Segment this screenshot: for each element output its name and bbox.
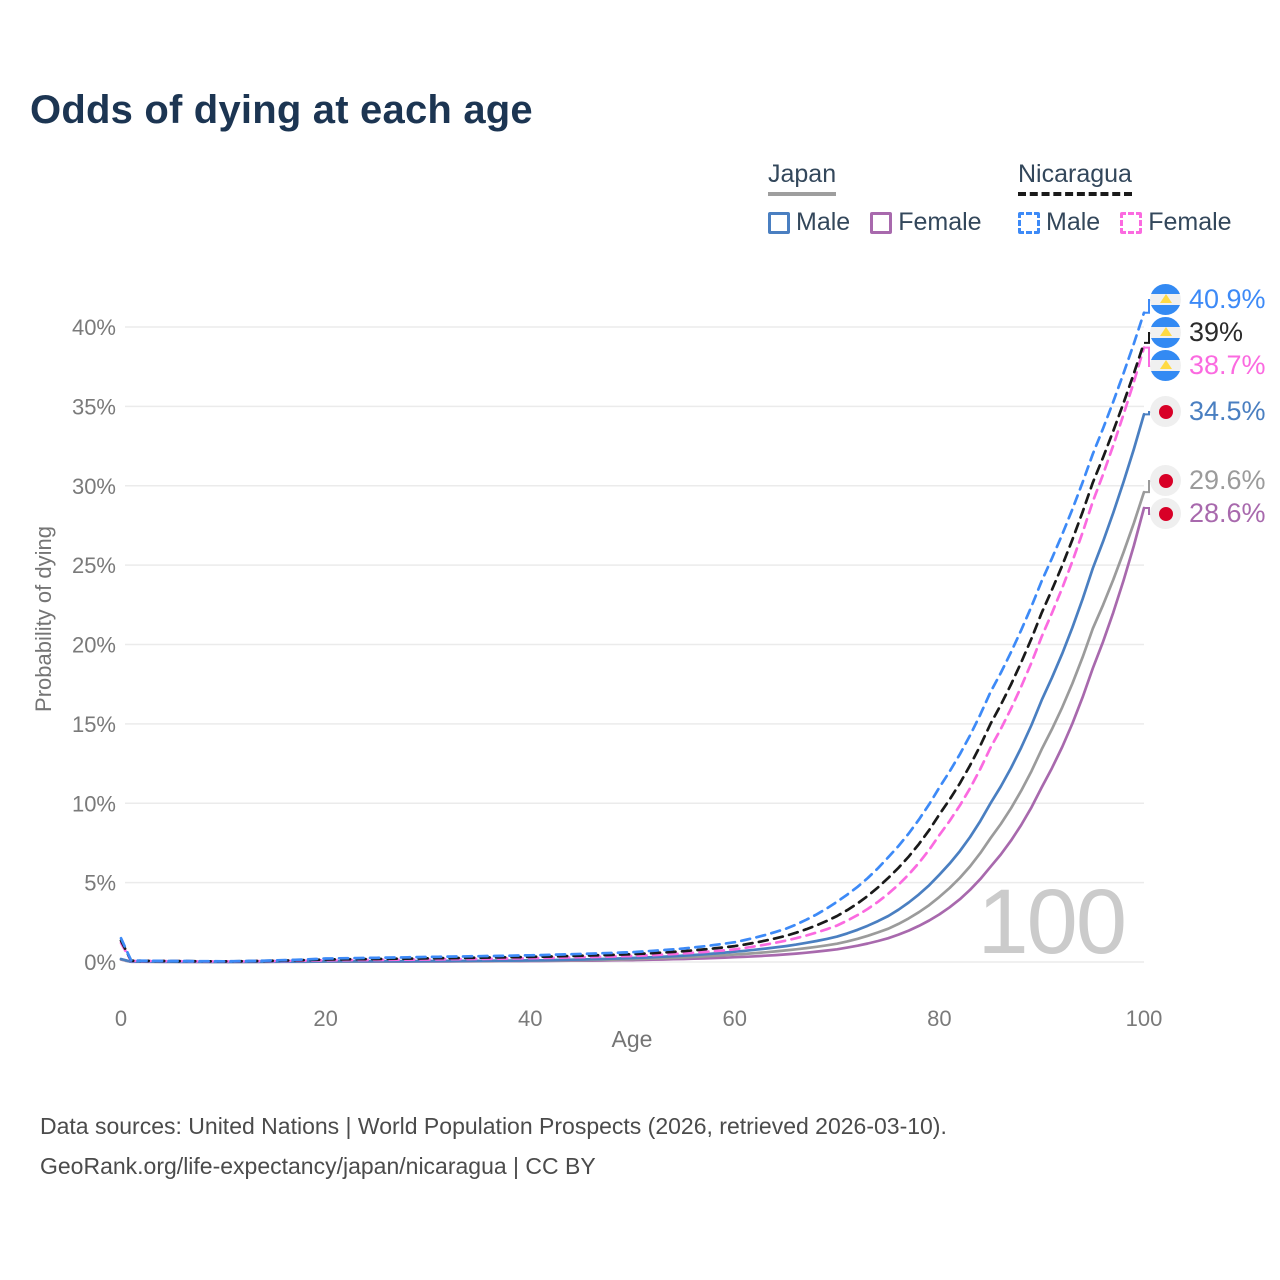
legend-item-nicaragua-male[interactable]: Male [1018,208,1100,237]
legend-group-japan: Japan Male Female [768,160,982,237]
legend-label-nicaragua-male: Male [1046,208,1101,236]
x-tick-label: 60 [723,1006,747,1031]
y-tick-label: 5% [84,871,116,896]
legend-swatch-japan-female[interactable] [870,211,893,234]
legend-japan-header: Japan [768,160,837,196]
legend-item-nicaragua-female[interactable]: Female [1120,208,1232,237]
legend-item-japan-male[interactable]: Male [768,208,850,237]
y-tick-label: 15% [72,712,116,737]
x-tick-label: 0 [115,1006,127,1031]
series-line-nicaragua-male[interactable] [119,311,1146,963]
y-tick-label: 10% [72,791,116,816]
end-label-connector [1144,299,1153,314]
y-tick-label: 0% [84,950,116,975]
y-tick-label: 40% [72,315,116,340]
y-tick-label: 25% [72,553,116,578]
series-line-japan-male[interactable] [119,412,1146,964]
legend-nicaragua-header: Nicaragua [1018,160,1132,196]
legend-swatch-nicaragua-female[interactable] [1120,211,1143,234]
legend-item-japan-female[interactable]: Female [870,208,982,237]
footer: Data sources: United Nations | World Pop… [40,1106,947,1186]
x-axis-title: Age [611,1026,653,1052]
legend-swatch-japan-male[interactable] [768,211,790,234]
x-tick-label: 80 [927,1006,951,1031]
y-tick-label: 35% [72,394,116,419]
x-tick-label: 20 [313,1006,337,1031]
y-axis-title: Probability of dying [31,526,56,712]
end-label-connector [1144,411,1153,416]
legend-swatch-nicaragua-male[interactable] [1018,211,1040,234]
end-label-connector [1144,506,1153,515]
page-title: Odds of dying at each age [30,88,533,132]
series-line-nicaragua-total[interactable] [119,341,1146,963]
y-tick-label: 20% [72,633,116,658]
x-tick-label: 100 [1126,1006,1163,1031]
legend-label-japan-male: Male [796,208,851,236]
footer-sources: Data sources: United Nations | World Pop… [40,1113,947,1139]
x-tick-label: 40 [518,1006,542,1031]
end-label-connector [1144,480,1153,494]
series-line-nicaragua-female[interactable] [119,346,1146,963]
end-label-connector [1144,332,1153,344]
age-watermark: 100 [977,871,1128,973]
legend-group-nicaragua: Nicaragua Male Female [1018,160,1232,237]
legend-label-japan-female: Female [898,208,982,236]
footer-attribution: GeoRank.org/life-expectancy/japan/nicara… [40,1153,596,1179]
legend-label-nicaragua-female: Female [1148,208,1232,236]
end-label-connector [1144,346,1153,367]
y-tick-label: 30% [72,474,116,499]
